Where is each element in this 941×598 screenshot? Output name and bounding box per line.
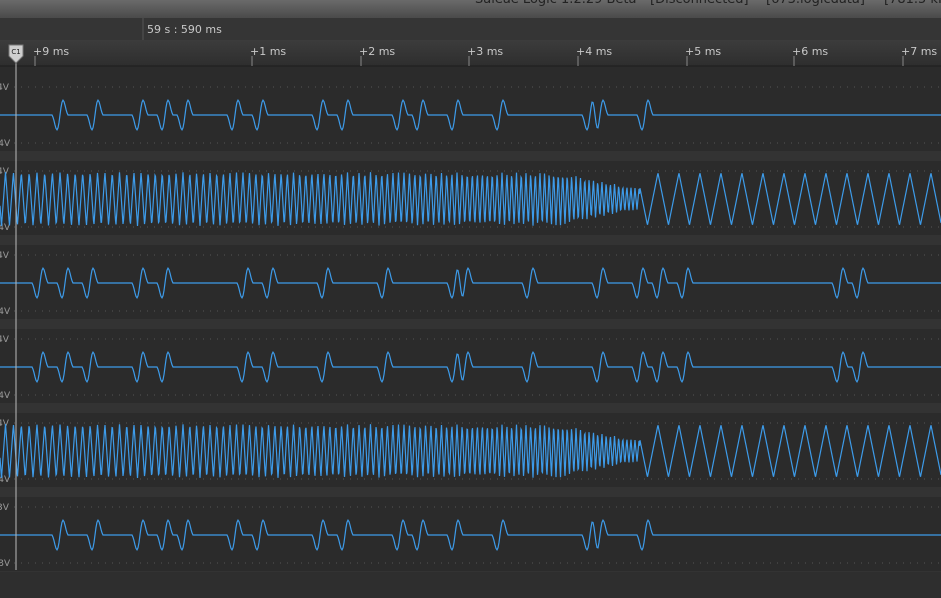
ruler-tick-label: +5 ms [685,45,721,58]
channel-min-label: -3V [0,559,11,569]
cursor-time: 59 s : 590 ms [147,23,222,36]
ruler-tick-label: +2 ms [359,45,395,58]
channel-max-label: 4V [0,251,10,261]
channel-min-label: -4V [0,307,11,317]
channel-separator [0,151,941,161]
channel-min-label: -4V [0,223,11,233]
channel-max-label: 4V [0,419,10,429]
footer [0,572,941,598]
channel-max-label: 4V [0,335,10,345]
ruler-tick-label: +9 ms [33,45,69,58]
file-name: [673.logicdata] [766,0,865,7]
ruler-tick-label: +7 ms [901,45,937,58]
cursor-marker[interactable] [8,44,24,64]
title-bar [0,0,941,18]
waveform [0,267,941,299]
channel-max-label: 3V [0,503,10,513]
waveform [0,351,941,383]
ruler-tick-label: +1 ms [250,45,286,58]
channel-separator [0,235,941,245]
channel-separator [0,403,941,413]
cursor-label[interactable]: C1 [11,48,20,56]
ruler-tick-label: +3 ms [467,45,503,58]
channel-min-label: -4V [0,391,11,401]
channel-min-label: -4V [0,475,11,485]
waveform [0,99,941,131]
channel-max-label: 4V [0,83,10,93]
channel-min-label: -4V [0,139,11,149]
ruler-tick-label: +6 ms [792,45,828,58]
window-title: Saleae Logic 1.2.29 Beta [475,0,637,7]
channel-separator [0,487,941,497]
channel-separator [0,319,941,329]
ruler[interactable] [0,40,941,66]
ruler-tick-label: +4 ms [576,45,612,58]
waveform [0,519,941,551]
time-bar [0,18,941,40]
connection-status: [Disconnected] [650,0,749,7]
waveform [0,172,941,227]
sample-rate: [781.5 kH [884,0,941,7]
channel-max-label: 4V [0,167,10,177]
waveform [0,424,941,479]
